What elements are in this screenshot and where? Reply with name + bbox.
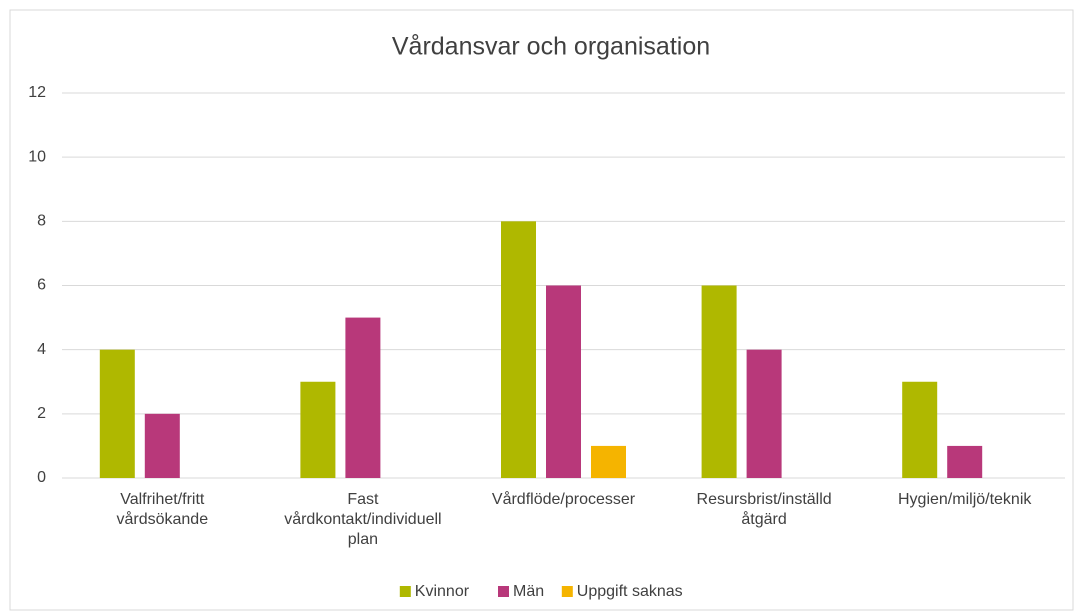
y-tick-label: 6 [37,277,46,294]
legend-swatch [498,586,509,597]
bar [591,445,626,478]
x-tick-label: plan [348,531,378,548]
legend-label: Uppgift saknas [577,583,683,600]
x-tick-label: Resursbrist/inställd [697,491,832,508]
legend-swatch [399,586,411,597]
bar [99,349,135,478]
bar [501,221,536,479]
y-tick-label: 4 [37,341,46,358]
legend-swatch [561,586,573,597]
x-tick-label: Valfrihet/fritt [120,491,205,508]
x-tick-label: vårdkontakt/individuell [284,510,441,528]
chart-title: Vårdansvar och organisation [392,33,710,61]
bar [546,285,581,478]
legend-label: Män [513,583,544,600]
x-tick-label: Vårdflöde/processer [492,490,636,508]
x-tick-label: Fast [347,491,379,508]
y-tick-label: 2 [37,405,46,422]
bar [345,317,381,478]
bar [947,445,983,478]
x-tick-label: åtgärd [741,510,786,528]
y-tick-label: 0 [37,469,46,486]
y-tick-label: 8 [37,213,46,230]
bar [300,381,336,478]
bar [701,285,737,478]
x-tick-label: Hygien/miljö/teknik [898,491,1032,508]
bar [144,413,180,478]
bar [902,381,938,478]
y-tick-label: 10 [28,148,46,165]
chart-frame [9,9,1074,611]
bar [746,349,782,478]
y-tick-label: 12 [28,84,46,101]
x-tick-label: vårdsökande [116,510,208,528]
legend-label: Kvinnor [415,583,470,600]
